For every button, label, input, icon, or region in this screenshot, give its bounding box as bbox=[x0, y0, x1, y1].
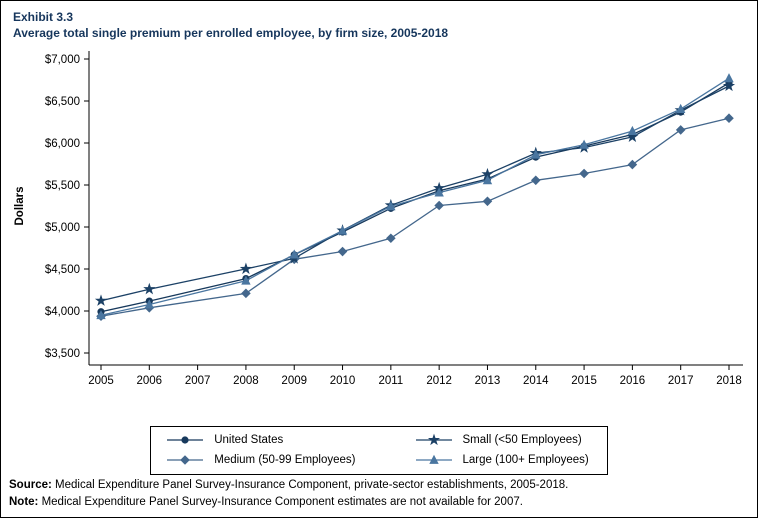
note-text: Medical Expenditure Panel Survey-Insuran… bbox=[38, 496, 523, 508]
legend-row: United States Small (<50 Employees) Medi… bbox=[1, 426, 757, 475]
legend-label: Medium (50-99 Employees) bbox=[214, 454, 356, 466]
legend: United States Small (<50 Employees) Medi… bbox=[150, 426, 608, 475]
legend-label: United States bbox=[214, 434, 284, 446]
svg-text:2007: 2007 bbox=[185, 375, 211, 387]
source-text: Medical Expenditure Panel Survey-Insuran… bbox=[51, 479, 569, 491]
svg-text:2006: 2006 bbox=[137, 375, 163, 387]
source-label: Source: bbox=[9, 479, 52, 491]
united-states-line-marker-icon bbox=[165, 432, 205, 448]
svg-text:$6,500: $6,500 bbox=[45, 96, 80, 108]
svg-text:$5,500: $5,500 bbox=[45, 180, 80, 192]
svg-text:2015: 2015 bbox=[571, 375, 597, 387]
legend-label: Small (<50 Employees) bbox=[462, 434, 582, 446]
svg-text:$6,000: $6,000 bbox=[45, 138, 80, 150]
svg-text:2013: 2013 bbox=[475, 375, 501, 387]
svg-text:2005: 2005 bbox=[88, 375, 114, 387]
svg-text:$3,500: $3,500 bbox=[45, 348, 80, 360]
svg-text:2014: 2014 bbox=[523, 375, 549, 387]
svg-text:Dollars: Dollars bbox=[14, 187, 26, 226]
svg-text:2008: 2008 bbox=[233, 375, 259, 387]
large-triangle-marker-icon bbox=[414, 452, 454, 468]
legend-item-medium: Medium (50-99 Employees) bbox=[165, 452, 356, 468]
svg-text:$4,000: $4,000 bbox=[45, 306, 80, 318]
note-label: Note: bbox=[9, 496, 39, 508]
svg-text:2009: 2009 bbox=[281, 375, 307, 387]
svg-text:2017: 2017 bbox=[668, 375, 694, 387]
medium-diamond-marker-icon bbox=[165, 452, 205, 468]
legend-label: Large (100+ Employees) bbox=[462, 454, 589, 466]
footnotes: Source: Medical Expenditure Panel Survey… bbox=[9, 477, 749, 511]
legend-item-united-states: United States bbox=[165, 432, 355, 448]
small-star-marker-icon bbox=[414, 432, 454, 448]
svg-text:2016: 2016 bbox=[620, 375, 646, 387]
source-note: Source: Medical Expenditure Panel Survey… bbox=[9, 477, 749, 494]
svg-text:2010: 2010 bbox=[330, 375, 356, 387]
svg-text:$5,000: $5,000 bbox=[45, 222, 80, 234]
svg-text:2012: 2012 bbox=[426, 375, 452, 387]
svg-text:2011: 2011 bbox=[378, 375, 403, 387]
line-chart: $3,500 $4,000 $4,500 $5,000 $5,500 $6,000 $6,5… bbox=[14, 51, 743, 387]
legend-item-small: Small (<50 Employees) bbox=[414, 432, 589, 448]
svg-text:$4,500: $4,500 bbox=[45, 264, 80, 276]
chart-header: Exhibit 3.3 Average total single premium… bbox=[1, 1, 757, 41]
exhibit-label: Exhibit 3.3 bbox=[13, 10, 74, 24]
legend-item-large: Large (100+ Employees) bbox=[414, 452, 589, 468]
availability-note: Note: Medical Expenditure Panel Survey-I… bbox=[9, 494, 749, 511]
chart-title: Average total single premium per enrolle… bbox=[13, 26, 449, 40]
svg-text:2018: 2018 bbox=[716, 375, 742, 387]
chart-area: $3,500 $4,000 $4,500 $5,000 $5,500 $6,000 $6,5… bbox=[1, 43, 757, 400]
svg-text:$7,000: $7,000 bbox=[45, 54, 80, 66]
